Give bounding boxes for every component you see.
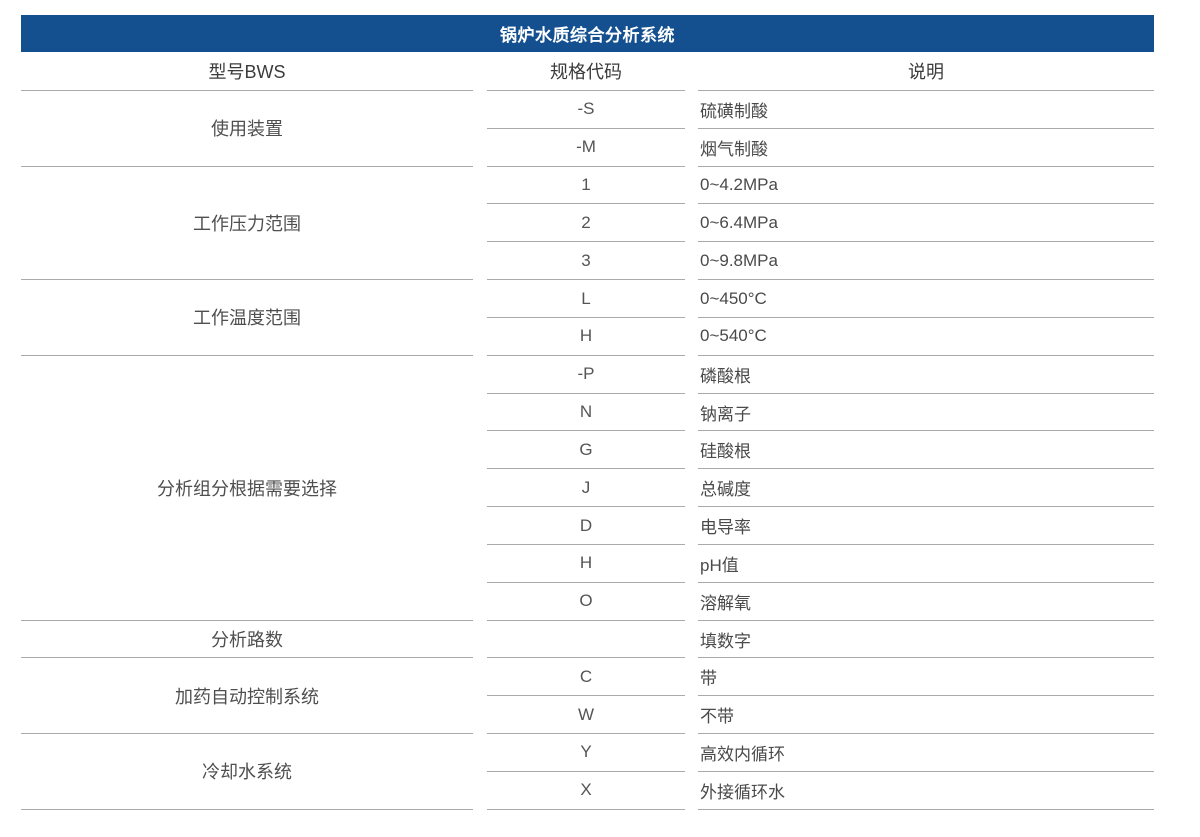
model-group-cell: 分析组分根据需要选择 — [21, 356, 473, 621]
model-group-cell: 分析路数 — [21, 621, 473, 659]
spec-desc-cell: 0~540°C — [698, 318, 1154, 356]
spec-desc-cell: 电导率 — [698, 507, 1154, 545]
spec-code-cell: -P — [487, 356, 685, 394]
table-title-bar: 锅炉水质综合分析系统 — [21, 15, 1154, 52]
spec-code-cell: H — [487, 318, 685, 356]
spec-code-cell — [487, 621, 685, 659]
model-group-cell: 冷却水系统 — [21, 734, 473, 810]
table-grid: 型号BWS 规格代码 说明 使用装置 -S 硫磺制酸 -M 烟气制酸工作压力范围 1 0~4… — [21, 52, 1154, 810]
spec-desc-cell: 0~4.2MPa — [698, 167, 1154, 205]
spec-code-cell: C — [487, 658, 685, 697]
spec-code-cell: 2 — [487, 204, 685, 243]
spec-code-cell: G — [487, 431, 685, 470]
model-group-cell: 使用装置 — [21, 91, 473, 167]
spec-desc-cell: 0~9.8MPa — [698, 242, 1154, 281]
spec-code-cell: 3 — [487, 242, 685, 281]
column-header-model: 型号BWS — [21, 52, 473, 91]
spec-code-cell: Y — [487, 734, 685, 772]
spec-code-cell: O — [487, 583, 685, 621]
spec-desc-cell: 0~6.4MPa — [698, 204, 1154, 243]
spec-code-cell: N — [487, 394, 685, 432]
spec-code-cell: D — [487, 507, 685, 545]
spec-desc-cell: pH值 — [698, 545, 1154, 583]
spec-desc-cell: 带 — [698, 658, 1154, 697]
spec-code-cell: X — [487, 772, 685, 810]
spec-code-cell: -M — [487, 129, 685, 167]
spec-desc-cell: 高效内循环 — [698, 734, 1154, 772]
spec-desc-cell: 0~450°C — [698, 280, 1154, 318]
spec-code-cell: 1 — [487, 167, 685, 205]
model-group-cell: 加药自动控制系统 — [21, 658, 473, 735]
table-title: 锅炉水质综合分析系统 — [500, 26, 675, 45]
spec-desc-cell: 烟气制酸 — [698, 129, 1154, 167]
spec-desc-cell: 不带 — [698, 696, 1154, 735]
spec-desc-cell: 钠离子 — [698, 394, 1154, 432]
spec-code-cell: J — [487, 469, 685, 508]
column-header-code: 规格代码 — [487, 52, 685, 91]
spec-code-cell: H — [487, 545, 685, 583]
spec-desc-cell: 硫磺制酸 — [698, 91, 1154, 129]
spec-desc-cell: 总碱度 — [698, 469, 1154, 508]
spec-code-cell: W — [487, 696, 685, 735]
spec-desc-cell: 溶解氧 — [698, 583, 1154, 621]
model-group-cell: 工作温度范围 — [21, 280, 473, 356]
spec-desc-cell: 外接循环水 — [698, 772, 1154, 810]
spec-desc-cell: 硅酸根 — [698, 431, 1154, 470]
spec-desc-cell: 填数字 — [698, 621, 1154, 659]
spec-code-cell: L — [487, 280, 685, 318]
column-header-desc: 说明 — [698, 52, 1154, 91]
model-group-cell: 工作压力范围 — [21, 167, 473, 281]
spec-desc-cell: 磷酸根 — [698, 356, 1154, 394]
product-code-table: 锅炉水质综合分析系统 型号BWS 规格代码 说明 使用装置 -S 硫磺制酸 -M 烟气制… — [21, 15, 1154, 810]
spec-code-cell: -S — [487, 91, 685, 129]
